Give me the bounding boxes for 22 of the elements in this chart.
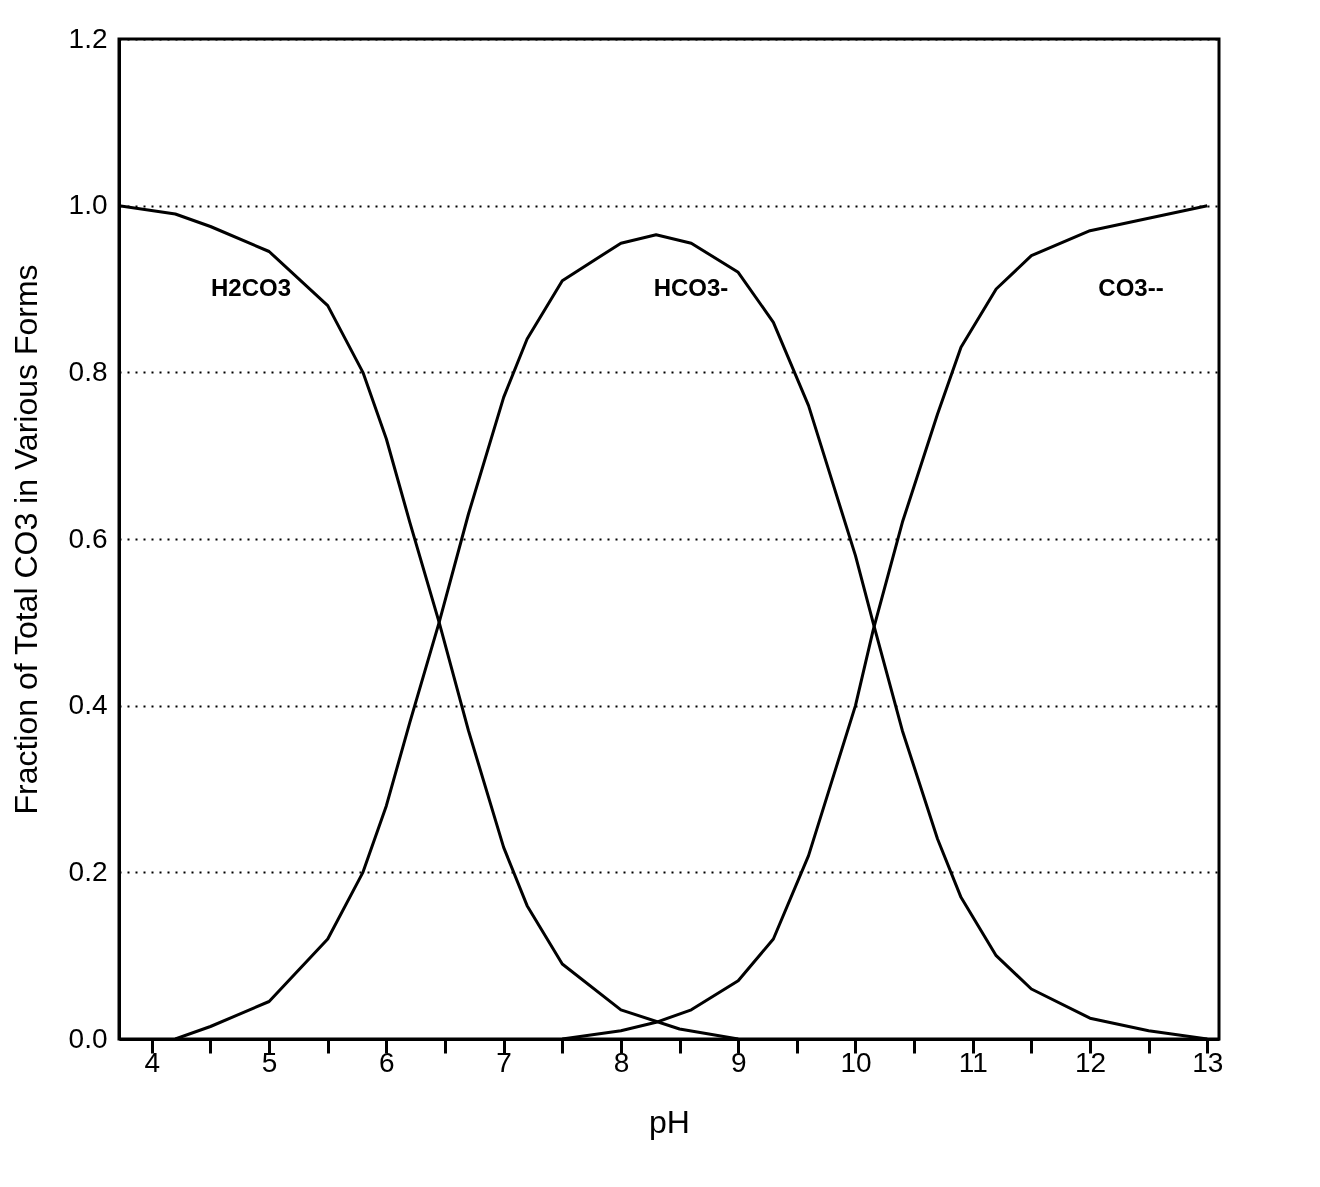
x-tick-label: 4 xyxy=(144,1046,161,1078)
x-tick-label: 10 xyxy=(840,1046,872,1078)
y-tick-label: 1.0 xyxy=(68,189,108,221)
y-tick-label: 0.8 xyxy=(68,355,108,387)
x-tick-label: 9 xyxy=(730,1046,747,1078)
y-tick-label: 0.2 xyxy=(68,855,108,887)
y-axis-title: Fraction of Total CO3 in Various Forms xyxy=(7,264,44,815)
y-tick-label: 0.6 xyxy=(68,522,108,554)
series-label: HCO3- xyxy=(653,274,729,301)
x-tick-label: 13 xyxy=(1192,1046,1224,1078)
series-label: H2CO3 xyxy=(210,274,292,301)
y-tick-label: 1.2 xyxy=(68,22,108,54)
series-label: CO3-- xyxy=(1098,274,1164,301)
x-tick-label: 11 xyxy=(958,1046,988,1078)
x-tick-label: 12 xyxy=(1074,1046,1107,1078)
y-tick-label: 0.4 xyxy=(68,689,108,721)
y-tick-label: 0.0 xyxy=(68,1022,108,1054)
x-tick-label: 6 xyxy=(379,1046,395,1078)
x-axis-title: pH xyxy=(649,1103,690,1140)
x-tick-label: 5 xyxy=(261,1046,278,1078)
x-tick-label: 7 xyxy=(496,1046,512,1078)
x-tick-label: 8 xyxy=(613,1046,630,1078)
